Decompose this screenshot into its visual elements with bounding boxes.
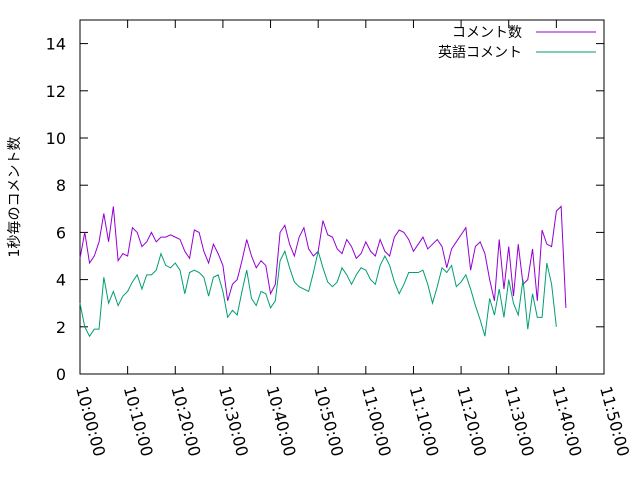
x-tick-label: 10:40:00 (263, 384, 300, 458)
y-tick-label: 0 (56, 365, 66, 384)
y-tick-label: 4 (56, 271, 66, 290)
y-axis: 0 2 4 6 8 10 12 14 (46, 35, 604, 384)
x-tick-label: 11:40:00 (548, 384, 585, 458)
x-tick-label: 11:10:00 (406, 384, 443, 458)
x-tick-label: 11:30:00 (501, 384, 538, 458)
x-tick-label: 11:20:00 (453, 384, 490, 458)
x-tick-label: 10:10:00 (120, 384, 157, 458)
plot-frame (79, 19, 605, 375)
x-tick-label: 10:50:00 (310, 384, 347, 458)
y-tick-label: 14 (46, 35, 66, 54)
x-tick-label: 10:20:00 (167, 384, 204, 458)
legend-label: コメント数 (452, 25, 522, 41)
y-tick-label: 8 (56, 176, 66, 195)
y-tick-label: 12 (46, 82, 66, 101)
x-tick-label: 11:00:00 (358, 384, 395, 458)
series-line-2 (79, 249, 557, 338)
y-tick-label: 2 (56, 318, 66, 337)
y-tick-label: 10 (46, 129, 66, 148)
plot-border (79, 19, 605, 375)
x-tick-label: 11:50:00 (596, 384, 633, 458)
y-tick-label: 6 (56, 223, 66, 242)
x-tick-label: 10:00:00 (72, 384, 109, 458)
legend-label: 英語コメント (438, 44, 522, 61)
x-axis: 10:00:00 10:10:00 10:20:00 10:30:00 10:40:00… (72, 20, 633, 458)
y-axis-label: 1秒毎のコメント数 (7, 137, 23, 258)
series-line-1 (79, 205, 567, 308)
series-lines (79, 205, 567, 338)
x-tick-label: 10:30:00 (215, 384, 252, 458)
